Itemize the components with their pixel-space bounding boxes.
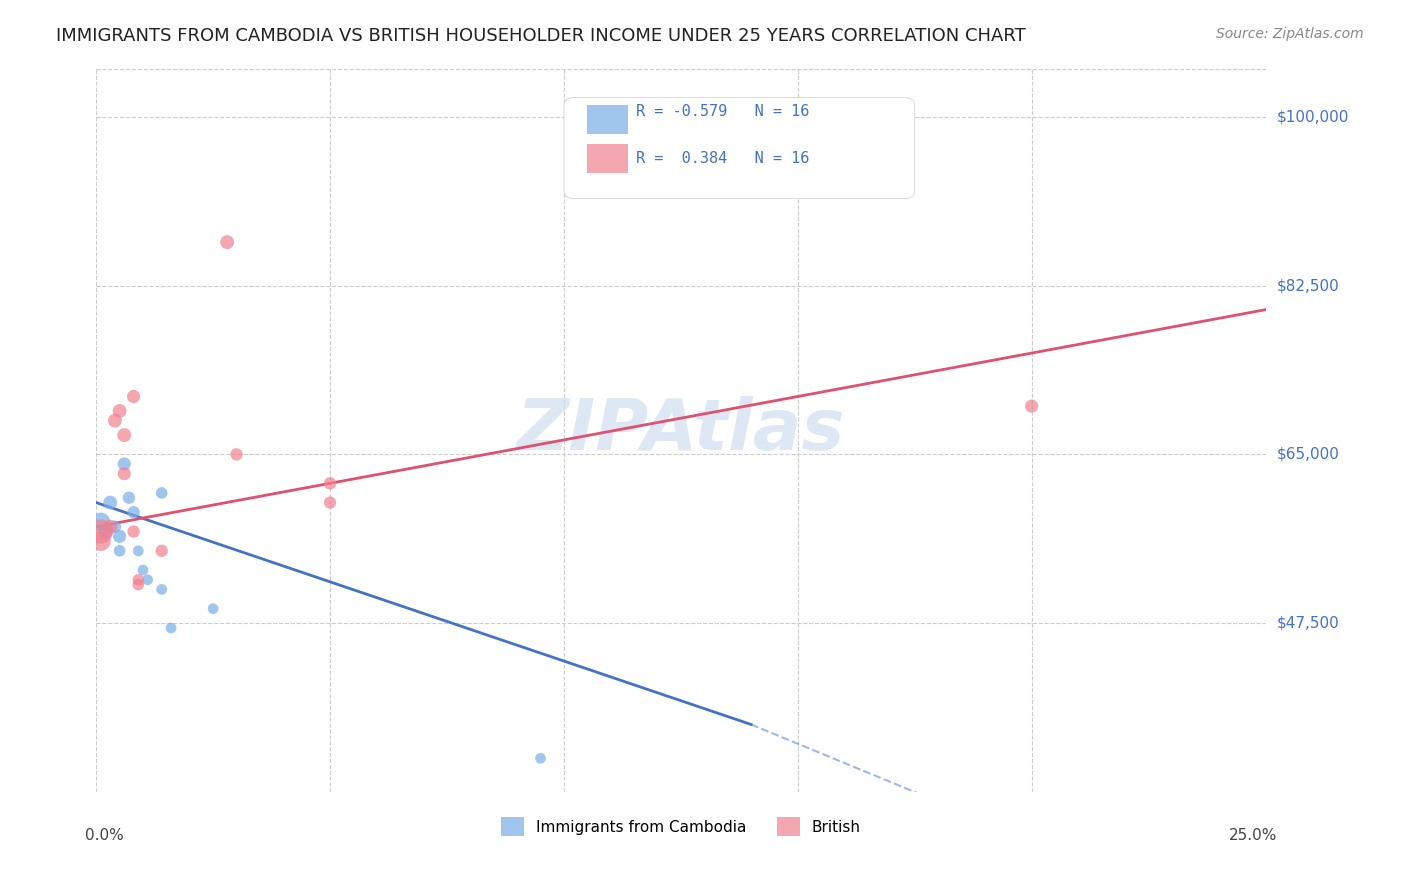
Text: $65,000: $65,000	[1277, 447, 1340, 462]
Point	[150, 582, 173, 597]
Text: ZIPAtlas: ZIPAtlas	[516, 396, 845, 465]
Point	[122, 524, 145, 539]
Text: Source: ZipAtlas.com: Source: ZipAtlas.com	[1216, 27, 1364, 41]
Point	[122, 505, 145, 519]
Text: IMMIGRANTS FROM CAMBODIA VS BRITISH HOUSEHOLDER INCOME UNDER 25 YEARS CORRELATIO: IMMIGRANTS FROM CAMBODIA VS BRITISH HOUS…	[56, 27, 1026, 45]
FancyBboxPatch shape	[588, 145, 628, 173]
Text: $100,000: $100,000	[1277, 109, 1350, 124]
Point	[118, 491, 141, 505]
FancyBboxPatch shape	[564, 97, 915, 199]
Point	[98, 519, 121, 533]
Point	[136, 573, 159, 587]
Point	[127, 573, 149, 587]
Point	[104, 414, 127, 428]
Text: $82,500: $82,500	[1277, 278, 1340, 293]
FancyBboxPatch shape	[588, 104, 628, 134]
Point	[150, 544, 173, 558]
Point	[112, 428, 135, 442]
Point	[108, 529, 131, 543]
Point	[112, 457, 135, 471]
Point	[319, 476, 342, 491]
Text: 0.0%: 0.0%	[84, 828, 124, 843]
Point	[90, 534, 112, 549]
Point	[319, 495, 342, 509]
Point	[98, 495, 121, 509]
Text: R = -0.579   N = 16: R = -0.579 N = 16	[637, 104, 810, 120]
Point	[108, 404, 131, 418]
Point	[225, 447, 247, 461]
Point	[202, 601, 225, 615]
Point	[1021, 399, 1043, 413]
Point	[217, 235, 239, 249]
Text: $47,500: $47,500	[1277, 615, 1340, 631]
Point	[150, 486, 173, 500]
Point	[127, 577, 149, 591]
Point	[112, 467, 135, 481]
Point	[132, 563, 155, 577]
Point	[104, 519, 127, 533]
Point	[90, 524, 112, 539]
Point	[108, 544, 131, 558]
Text: 25.0%: 25.0%	[1229, 828, 1277, 843]
Text: R =  0.384   N = 16: R = 0.384 N = 16	[637, 152, 810, 167]
Point	[122, 389, 145, 403]
Point	[94, 524, 117, 539]
Point	[90, 515, 112, 529]
Point	[160, 621, 183, 635]
Point	[127, 544, 149, 558]
Legend: Immigrants from Cambodia, British: Immigrants from Cambodia, British	[495, 812, 868, 842]
Point	[529, 751, 551, 765]
